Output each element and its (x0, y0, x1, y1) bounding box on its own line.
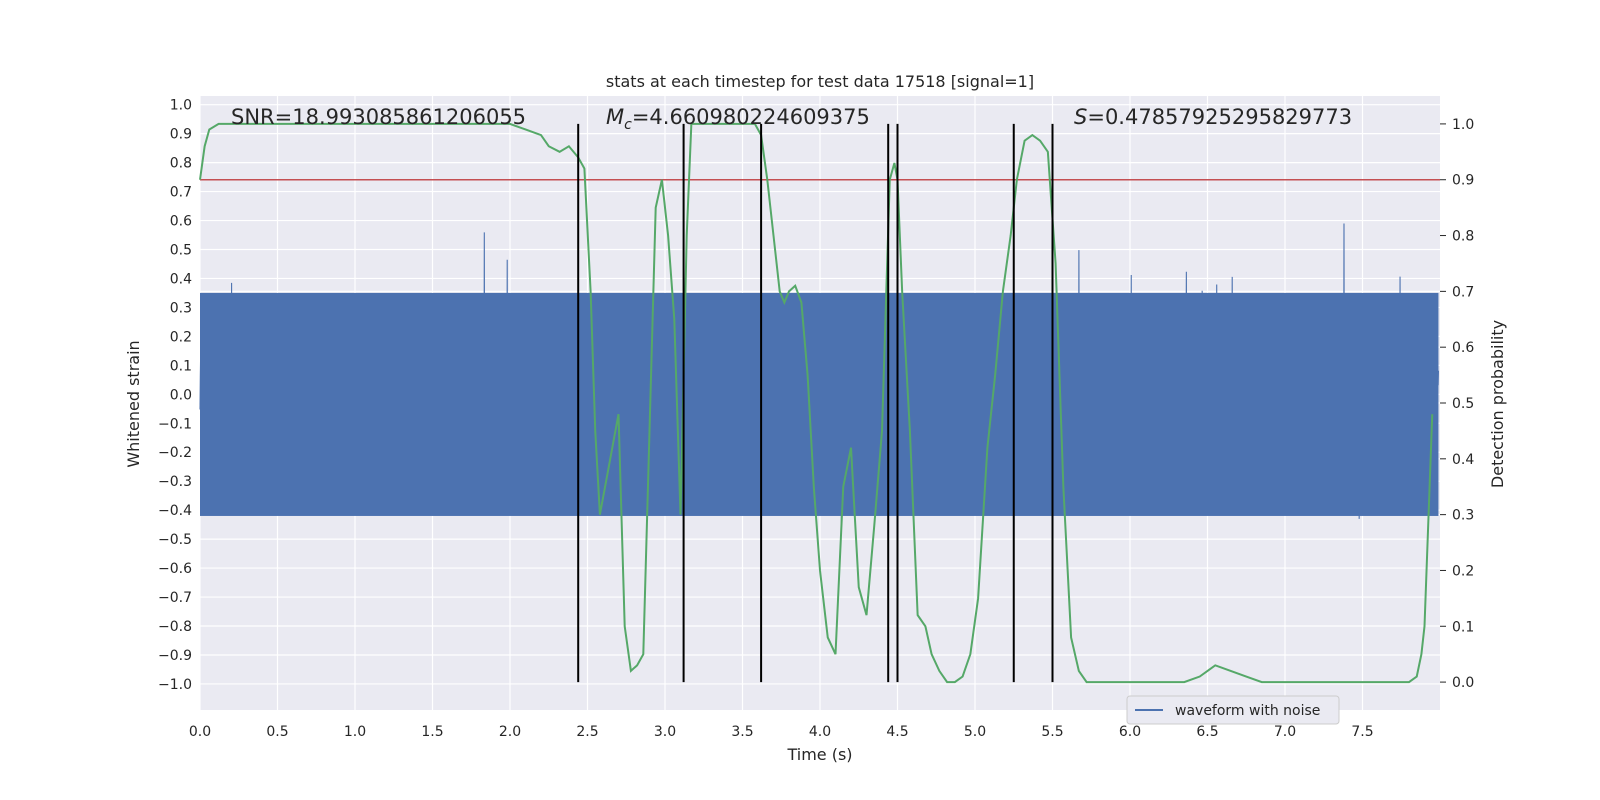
x-tick-label: 7.5 (1351, 724, 1373, 740)
y-left-axis-label: Whitened strain (124, 340, 143, 467)
mc-subscript: c (624, 117, 632, 133)
y-right-tick-label: 0.2 (1452, 563, 1474, 579)
y-right-tick-label: 0.5 (1452, 396, 1474, 412)
legend-box (1126, 695, 1340, 725)
y-right-tick-label: 0.4 (1452, 452, 1474, 468)
x-tick-label: 3.5 (731, 724, 753, 740)
legend-label-waveform: waveform with noise (1175, 703, 1320, 719)
waveform-series (199, 223, 1439, 529)
y-left-tick-label: 0.4 (170, 271, 192, 287)
y-right-tick-label: 0.0 (1452, 675, 1474, 691)
vertical-markers (577, 123, 1054, 683)
y-left-tick-labels: 1.0 0.9 0.8 0.7 0.6 0.5 0.4 0.3 0.2 0.1 0.0 −0.1 −0.… (158, 98, 192, 693)
y-left-tick-label: 0.6 (170, 214, 192, 230)
s-annotation: S=0.47857925295829773 (1074, 105, 1352, 129)
y-left-tick-label: −0.8 (158, 619, 192, 635)
x-tick-label: 1.5 (421, 724, 443, 740)
y-right-tick-label: 0.9 (1452, 173, 1474, 189)
chirp-mass-annotation: Mc=4.660980224609375 (606, 105, 870, 133)
x-tick-label: 5.5 (1041, 724, 1063, 740)
x-tick-labels: 0.0 0.5 1.0 1.5 2.0 2.5 3.0 3.5 4.0 4.5 5.0 5.5 6.0 6… (189, 724, 1374, 740)
x-tick-label: 3.0 (654, 724, 676, 740)
y-left-tick-label: 0.7 (170, 185, 192, 201)
x-tick-label: 1.0 (344, 724, 366, 740)
y-left-tick-label: 0.9 (170, 127, 192, 143)
x-tick-label: 2.0 (499, 724, 521, 740)
x-tick-label: 0.0 (189, 724, 211, 740)
mc-symbol: M (606, 105, 624, 129)
x-axis-label: Time (s) (786, 745, 852, 764)
y-left-tick-label: 1.0 (170, 98, 192, 114)
y-left-tick-label: −1.0 (158, 677, 192, 693)
y-left-tick-label: −0.7 (158, 590, 192, 606)
snr-annotation: SNR=18.993085861206055 (231, 105, 526, 129)
x-tick-label: 4.5 (886, 724, 908, 740)
y-left-tick-label: −0.2 (158, 445, 192, 461)
y-left-tick-label: 0.3 (170, 300, 192, 316)
x-tick-label: 2.5 (576, 724, 598, 740)
y-left-tick-label: −0.4 (158, 503, 192, 519)
y-left-tick-label: 0.2 (170, 329, 192, 345)
y-left-tick-label: 0.8 (170, 156, 192, 172)
y-left-tick-label: 0.1 (170, 358, 192, 374)
y-left-tick-label: −0.9 (158, 648, 192, 664)
y-left-tick-label: 0.5 (170, 243, 192, 259)
y-right-tick-label: 0.3 (1452, 508, 1474, 524)
chart-title: stats at each timestep for test data 175… (606, 72, 1034, 91)
detection-probability-line (199, 122, 1434, 684)
x-tick-label: 5.0 (964, 724, 986, 740)
s-value: =0.47857925295829773 (1087, 105, 1352, 129)
x-tick-label: 7.0 (1274, 724, 1296, 740)
y-right-tick-label: 0.8 (1452, 229, 1474, 245)
y-left-tick-label: −0.5 (158, 532, 192, 548)
x-tick-label: 0.5 (266, 724, 288, 740)
waveform-core-band (200, 292, 1439, 516)
y-left-tick-label: −0.3 (158, 474, 192, 490)
legend: waveform with noise (1126, 695, 1340, 725)
y-left-tick-label: −0.6 (158, 561, 192, 577)
x-tick-label: 4.0 (809, 724, 831, 740)
mc-value: =4.660980224609375 (632, 105, 870, 129)
y-right-tick-label: 0.1 (1452, 619, 1474, 635)
y-left-tick-label: 0.0 (170, 387, 192, 403)
y-right-tick-label: 0.7 (1452, 284, 1474, 300)
y-right-axis-label: Detection probability (1488, 320, 1507, 488)
y-right-tick-labels: 1.0 0.9 0.8 0.7 0.6 0.5 0.4 0.3 0.2 0.1 0.0 (1440, 117, 1474, 691)
y-right-tick-label: 1.0 (1452, 117, 1474, 133)
x-tick-label: 6.5 (1196, 724, 1218, 740)
y-right-tick-label: 0.6 (1452, 340, 1474, 356)
s-symbol: S (1074, 105, 1087, 129)
y-left-tick-label: −0.1 (158, 416, 192, 432)
x-tick-label: 6.0 (1119, 724, 1141, 740)
